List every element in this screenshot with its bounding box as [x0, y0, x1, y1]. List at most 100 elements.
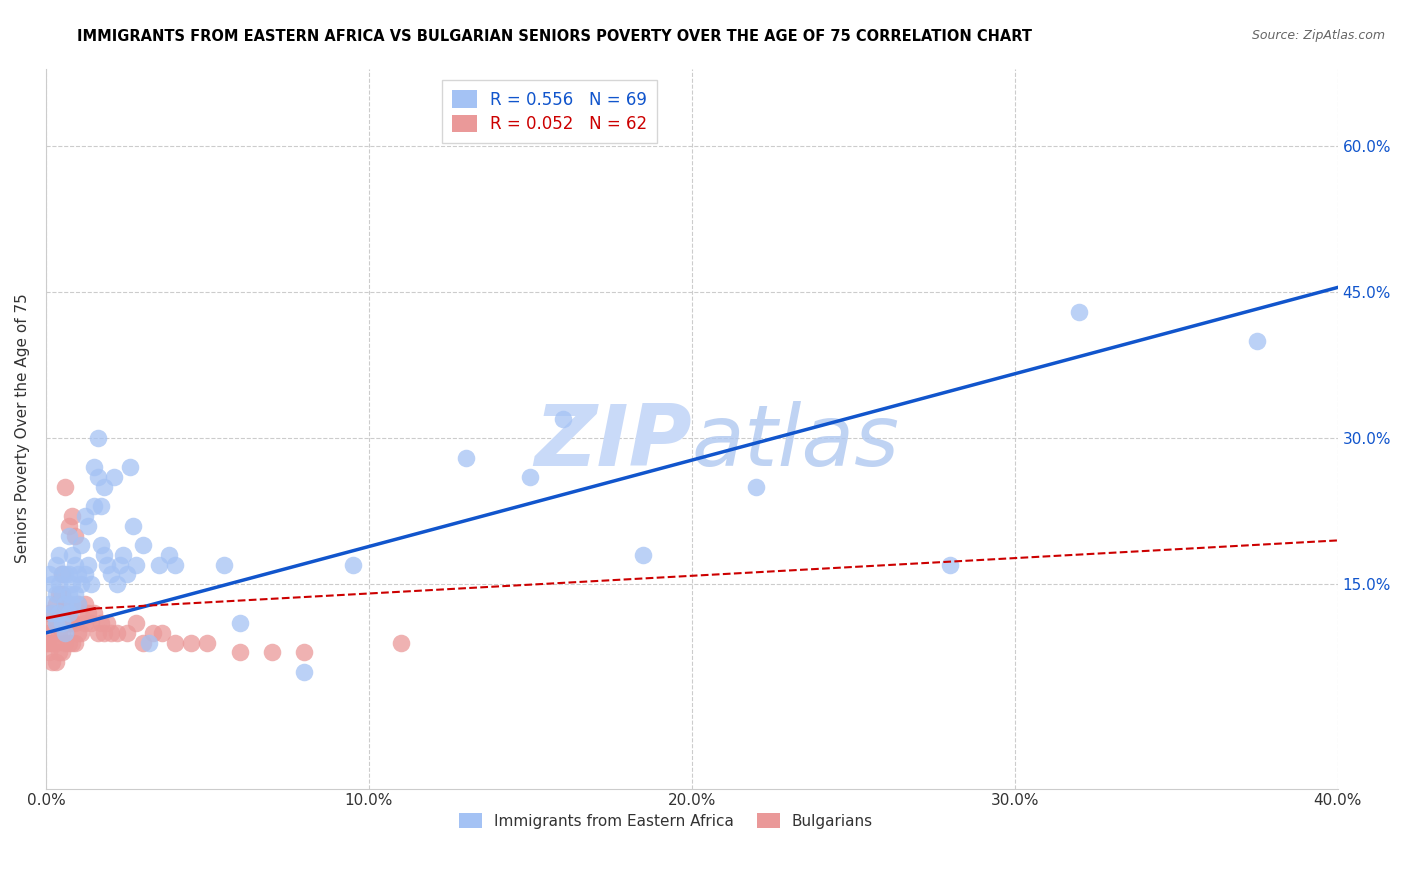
Point	[35, 635, 58, 649]
Point	[105, 577, 128, 591]
Point	[67, 625, 90, 640]
Legend: Immigrants from Eastern Africa, Bulgarians: Immigrants from Eastern Africa, Bulgaria…	[453, 806, 879, 835]
Point	[38, 597, 60, 611]
Point	[115, 625, 138, 640]
Point	[53, 635, 76, 649]
Point	[70, 625, 93, 640]
Point	[48, 548, 70, 562]
Point	[93, 625, 115, 640]
Point	[51, 587, 73, 601]
Point	[63, 528, 86, 542]
Point	[110, 558, 132, 572]
Point	[41, 577, 63, 591]
Point	[228, 645, 250, 659]
Text: atlas: atlas	[692, 401, 900, 484]
Point	[165, 558, 187, 572]
Point	[77, 607, 100, 621]
Point	[77, 518, 100, 533]
Point	[51, 645, 73, 659]
Point	[53, 616, 76, 631]
Point	[519, 470, 541, 484]
Point	[100, 567, 122, 582]
Point	[180, 635, 202, 649]
Point	[45, 587, 67, 601]
Point	[73, 567, 96, 582]
Point	[53, 567, 76, 582]
Point	[77, 558, 100, 572]
Point	[96, 616, 118, 631]
Y-axis label: Seniors Poverty Over the Age of 75: Seniors Poverty Over the Age of 75	[15, 293, 30, 564]
Point	[212, 558, 235, 572]
Point	[73, 597, 96, 611]
Point	[70, 577, 93, 591]
Point	[292, 645, 315, 659]
Point	[58, 528, 80, 542]
Point	[41, 655, 63, 669]
Point	[53, 625, 76, 640]
Point	[58, 607, 80, 621]
Point	[90, 616, 112, 631]
Point	[60, 509, 83, 524]
Point	[45, 558, 67, 572]
Point	[551, 411, 574, 425]
Point	[38, 645, 60, 659]
Point	[80, 616, 103, 631]
Point	[58, 616, 80, 631]
Point	[51, 567, 73, 582]
Point	[83, 460, 105, 475]
Text: IMMIGRANTS FROM EASTERN AFRICA VS BULGARIAN SENIORS POVERTY OVER THE AGE OF 75 C: IMMIGRANTS FROM EASTERN AFRICA VS BULGAR…	[77, 29, 1032, 44]
Point	[125, 616, 148, 631]
Point	[1069, 305, 1091, 319]
Point	[37, 635, 59, 649]
Point	[48, 577, 70, 591]
Point	[939, 558, 962, 572]
Point	[58, 518, 80, 533]
Point	[100, 625, 122, 640]
Point	[70, 538, 93, 552]
Point	[58, 597, 80, 611]
Point	[63, 616, 86, 631]
Point	[58, 567, 80, 582]
Point	[112, 548, 135, 562]
Point	[80, 577, 103, 591]
Point	[197, 635, 219, 649]
Point	[67, 597, 90, 611]
Point	[138, 635, 160, 649]
Point	[86, 625, 108, 640]
Point	[148, 558, 170, 572]
Point	[53, 597, 76, 611]
Point	[105, 625, 128, 640]
Point	[292, 665, 315, 679]
Point	[342, 558, 364, 572]
Point	[60, 548, 83, 562]
Point	[86, 431, 108, 445]
Point	[83, 500, 105, 514]
Point	[633, 548, 655, 562]
Point	[41, 616, 63, 631]
Point	[132, 635, 155, 649]
Point	[96, 558, 118, 572]
Point	[73, 616, 96, 631]
Point	[38, 567, 60, 582]
Point	[157, 548, 180, 562]
Point	[90, 538, 112, 552]
Point	[41, 607, 63, 621]
Point	[67, 567, 90, 582]
Point	[51, 587, 73, 601]
Point	[60, 635, 83, 649]
Point	[48, 625, 70, 640]
Point	[73, 509, 96, 524]
Point	[45, 616, 67, 631]
Point	[60, 597, 83, 611]
Point	[745, 480, 768, 494]
Point	[150, 625, 173, 640]
Point	[141, 625, 163, 640]
Point	[90, 500, 112, 514]
Point	[103, 470, 125, 484]
Point	[93, 548, 115, 562]
Point	[38, 625, 60, 640]
Point	[63, 587, 86, 601]
Point	[118, 460, 141, 475]
Point	[51, 607, 73, 621]
Point	[83, 607, 105, 621]
